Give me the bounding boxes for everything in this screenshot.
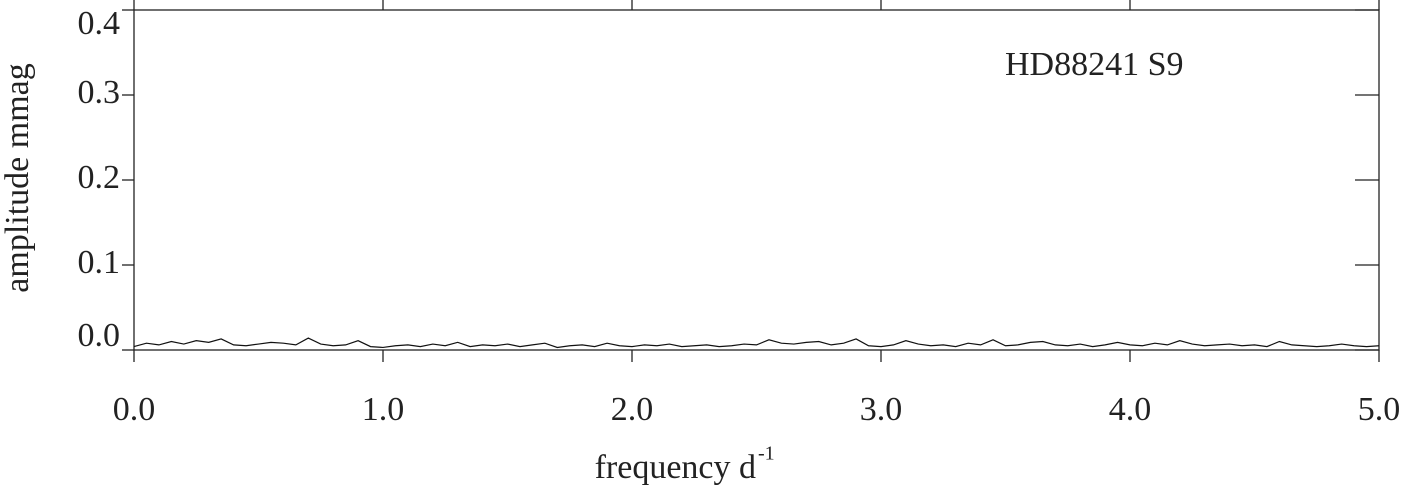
annotation: HD88241 S9: [1005, 46, 1184, 83]
y-tick-label: 0.1: [78, 244, 121, 281]
x-axis-label: frequency d: [595, 449, 756, 486]
data-line: [133, 337, 1380, 349]
x-tick-label: 2.0: [611, 391, 654, 428]
plot-frame: [133, 9, 1380, 351]
y-tick-label: 0.3: [78, 74, 121, 111]
x-tick-label: 3.0: [860, 391, 903, 428]
x-tick-label: 4.0: [1109, 391, 1152, 428]
x-tick-label: 5.0: [1358, 391, 1401, 428]
x-axis-label-superscript: -1: [758, 443, 775, 465]
y-tick-label: 0.2: [78, 159, 121, 196]
x-tick-label: 0.0: [113, 391, 156, 428]
y-axis-label: amplitude mmag: [0, 63, 36, 292]
x-tick-label: 1.0: [362, 391, 405, 428]
y-tick-label: 0.4: [78, 5, 121, 42]
y-tick-label: 0.0: [78, 317, 121, 354]
